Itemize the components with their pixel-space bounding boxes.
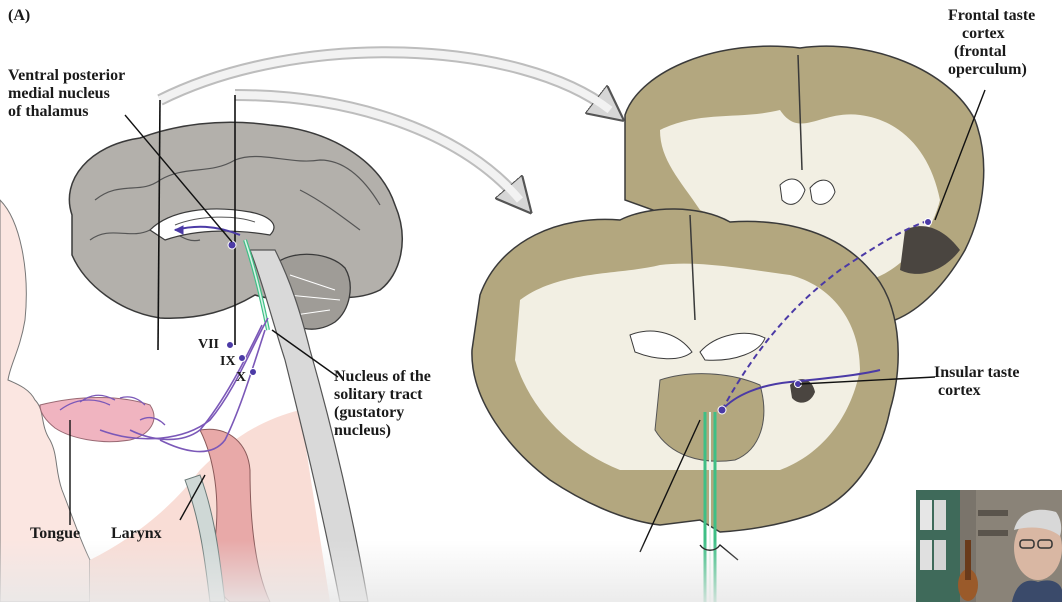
label-solitary-line2: solitary tract [334,386,423,403]
label-tongue: Tongue [30,525,81,542]
presenter-webcam [916,490,1062,602]
bracket-lines [157,95,236,351]
label-vpm-line2: medial nucleus [8,85,110,102]
label-insular-line2: cortex [938,382,981,399]
coronal-slice-lower [471,208,899,533]
label-vpm-line1: Ventral posterior [8,67,126,84]
leader-lines [69,89,986,561]
label-solitary-line4: nucleus) [334,422,391,439]
label-nerve-vii: VII [198,337,220,352]
label-frontal-line1: Frontal taste [948,7,1036,24]
coronal-slice-upper [624,45,985,321]
label-frontal-line2: cortex [962,25,1005,42]
panel-label: (A) [8,7,31,24]
label-insular-taste-cortex: Insular taste cortex [934,364,1020,400]
nucleus-markers [226,218,932,415]
label-larynx: Larynx [111,525,162,542]
label-solitary-line1: Nucleus of the [334,368,431,385]
label-nerve-x: X [236,370,247,385]
label-nerve-ix: IX [220,354,236,369]
label-frontal-line4: operculum) [948,61,1027,78]
label-frontal-line3: (frontal [954,43,1007,60]
projection-arrows [157,46,610,200]
presenter-video-icon [916,490,1062,602]
label-vpm-thalamus: Ventral posterior medial nucleus of thal… [8,67,125,121]
label-solitary-line3: (gustatory [334,404,405,421]
label-insular-line1: Insular taste [934,364,1020,381]
label-nucleus-solitary-tract: Nucleus of the solitary tract (gustatory… [334,368,431,440]
label-vpm-line3: of thalamus [8,103,89,120]
label-frontal-taste-cortex: Frontal taste cortex (frontal operculum) [948,7,1035,79]
